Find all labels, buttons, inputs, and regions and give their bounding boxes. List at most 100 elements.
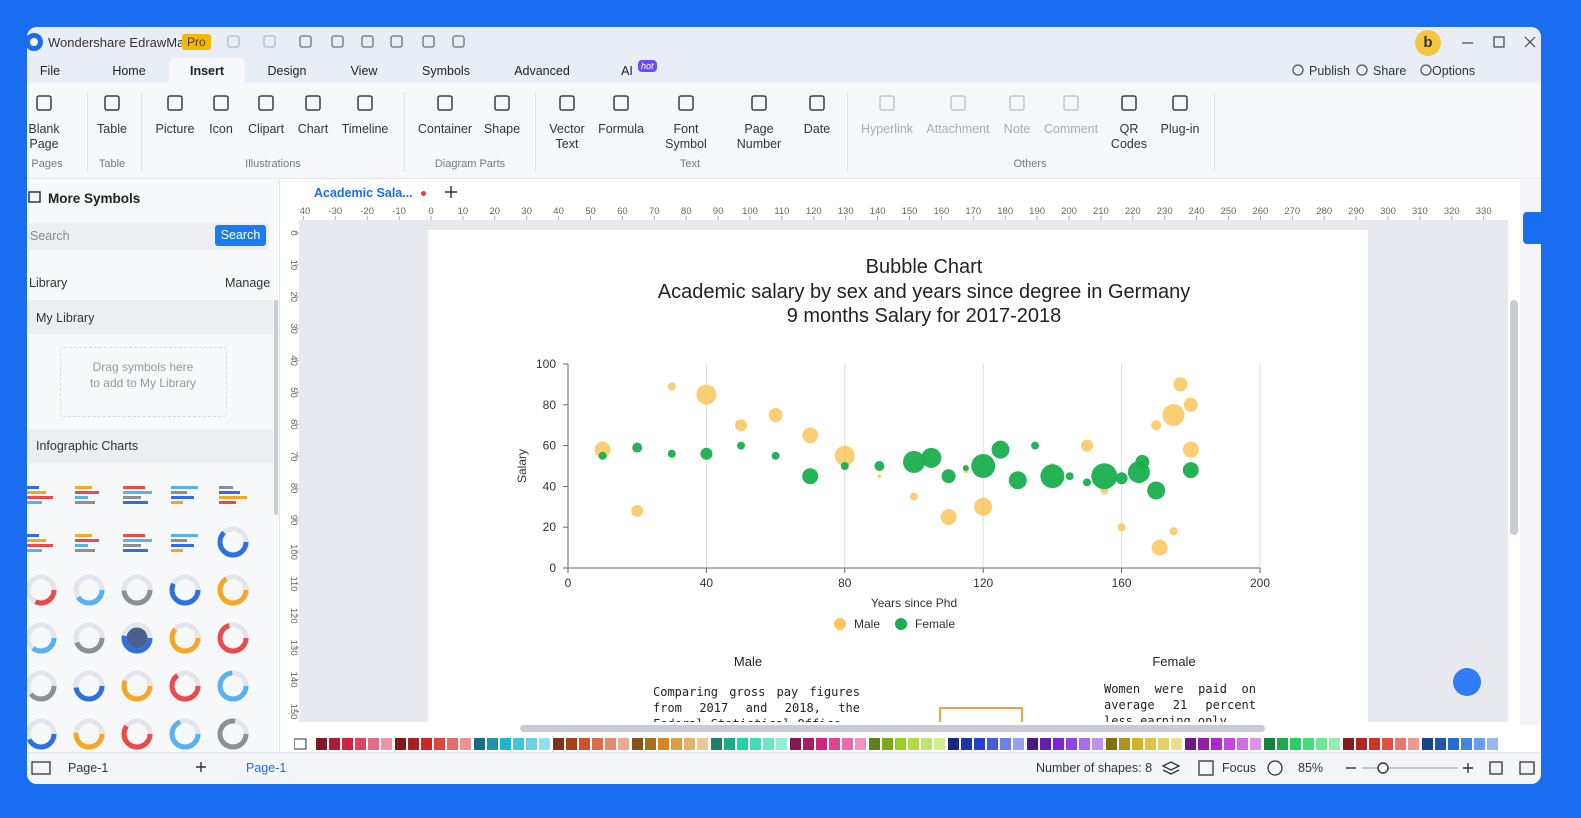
color-swatch[interactable] (882, 738, 893, 750)
menu-tab[interactable]: Design (267, 64, 307, 78)
color-swatch[interactable] (724, 738, 735, 750)
ribbon-button[interactable]: Vector Text (549, 122, 585, 151)
right-panel-tab[interactable] (1523, 212, 1541, 244)
color-swatch[interactable] (1053, 738, 1064, 750)
color-swatch[interactable] (592, 738, 603, 750)
color-swatch[interactable] (934, 738, 945, 750)
color-swatch[interactable] (1461, 738, 1472, 750)
color-swatch[interactable] (1092, 738, 1103, 750)
color-swatch[interactable] (1106, 738, 1117, 750)
color-swatch[interactable] (1382, 738, 1393, 750)
ribbon-button[interactable]: Shape (483, 122, 521, 136)
color-swatch[interactable] (1040, 738, 1051, 750)
focus-label[interactable]: Focus (1222, 761, 1257, 775)
color-swatch[interactable] (763, 738, 774, 750)
ribbon-button[interactable]: Clipart (247, 122, 285, 136)
ribbon-button[interactable]: Chart (297, 122, 329, 136)
color-swatch[interactable] (1369, 738, 1380, 750)
color-swatch[interactable] (1343, 738, 1354, 750)
color-swatch[interactable] (1277, 738, 1288, 750)
color-swatch[interactable] (1303, 738, 1314, 750)
library-label[interactable]: Library (29, 276, 68, 290)
ribbon-button[interactable]: Icon (209, 122, 233, 136)
color-swatch[interactable] (1250, 738, 1261, 750)
color-swatch[interactable] (632, 738, 643, 750)
color-swatch[interactable] (961, 738, 972, 750)
menu-tab[interactable]: Symbols (422, 64, 470, 78)
color-swatch[interactable] (1185, 738, 1196, 750)
color-swatch[interactable] (816, 738, 827, 750)
menu-action[interactable]: Options (1432, 64, 1476, 78)
color-swatch[interactable] (579, 738, 590, 750)
color-swatch[interactable] (1158, 738, 1169, 750)
ribbon-button[interactable]: Formula (598, 122, 644, 136)
color-swatch[interactable] (1422, 738, 1433, 750)
color-swatch[interactable] (1435, 738, 1446, 750)
color-swatch[interactable] (1000, 738, 1011, 750)
color-swatch[interactable] (566, 738, 577, 750)
color-swatch[interactable] (1487, 738, 1498, 750)
color-swatch[interactable] (869, 738, 880, 750)
doc-tab-title[interactable]: Academic Sala... (314, 186, 413, 200)
color-swatch[interactable] (829, 738, 840, 750)
color-swatch[interactable] (1145, 738, 1156, 750)
color-swatch[interactable] (355, 738, 366, 750)
color-swatch[interactable] (658, 738, 669, 750)
color-swatch[interactable] (1224, 738, 1235, 750)
color-swatch[interactable] (500, 738, 511, 750)
sidebar-title[interactable]: More Symbols (48, 191, 141, 206)
ribbon-button[interactable]: Timeline (341, 122, 389, 136)
color-swatch[interactable] (1329, 738, 1340, 750)
color-swatch[interactable] (1013, 738, 1024, 750)
ribbon-button[interactable]: Blank Page (28, 122, 60, 151)
assistant-bubble[interactable] (1453, 668, 1481, 696)
menu-tab[interactable]: Home (112, 64, 146, 78)
color-swatch[interactable] (1448, 738, 1459, 750)
menu-tab[interactable]: AI (621, 64, 633, 78)
color-swatch[interactable] (408, 738, 419, 750)
color-swatch[interactable] (987, 738, 998, 750)
infographic-section[interactable]: Infographic Charts (36, 439, 139, 453)
ribbon-button[interactable]: QR Codes (1110, 122, 1148, 151)
color-swatch[interactable] (421, 738, 432, 750)
color-swatch[interactable] (553, 738, 564, 750)
menu-tab[interactable]: File (39, 64, 61, 78)
ribbon-button[interactable]: Font Symbol (665, 122, 707, 151)
ribbon-button[interactable]: Page Number (736, 122, 782, 151)
color-swatch[interactable] (1237, 738, 1248, 750)
color-swatch[interactable] (342, 738, 353, 750)
color-swatch[interactable] (776, 738, 787, 750)
color-swatch[interactable] (1264, 738, 1275, 750)
search-button[interactable]: Search (215, 225, 266, 246)
color-swatch[interactable] (895, 738, 906, 750)
menu-tab[interactable]: Insert (189, 64, 225, 78)
color-swatch[interactable] (1395, 738, 1406, 750)
manage-button[interactable]: Manage (225, 276, 271, 290)
color-swatch[interactable] (381, 738, 392, 750)
page-selector[interactable]: Page-1 (68, 761, 109, 775)
color-swatch[interactable] (605, 738, 616, 750)
color-swatch[interactable] (750, 738, 761, 750)
zoom-level[interactable]: 85% (1298, 761, 1324, 775)
color-swatch[interactable] (790, 738, 801, 750)
page-tab[interactable]: Page-1 (246, 761, 287, 775)
color-swatch[interactable] (368, 738, 379, 750)
ribbon-button[interactable]: Date (803, 122, 831, 136)
color-swatch[interactable] (1474, 738, 1485, 750)
menu-action[interactable]: Publish (1309, 64, 1350, 78)
color-swatch[interactable] (1290, 738, 1301, 750)
color-swatch[interactable] (1211, 738, 1222, 750)
color-swatch[interactable] (711, 738, 722, 750)
image-frame[interactable] (939, 707, 1023, 722)
color-swatch[interactable] (526, 738, 537, 750)
color-swatch[interactable] (316, 738, 327, 750)
color-swatch[interactable] (737, 738, 748, 750)
color-swatch[interactable] (1027, 738, 1038, 750)
color-swatch[interactable] (803, 738, 814, 750)
color-swatch[interactable] (460, 738, 471, 750)
color-swatch[interactable] (1119, 738, 1130, 750)
color-swatch[interactable] (487, 738, 498, 750)
color-swatch[interactable] (1356, 738, 1367, 750)
color-swatch[interactable] (1408, 738, 1419, 750)
my-library[interactable]: My Library (36, 311, 95, 325)
